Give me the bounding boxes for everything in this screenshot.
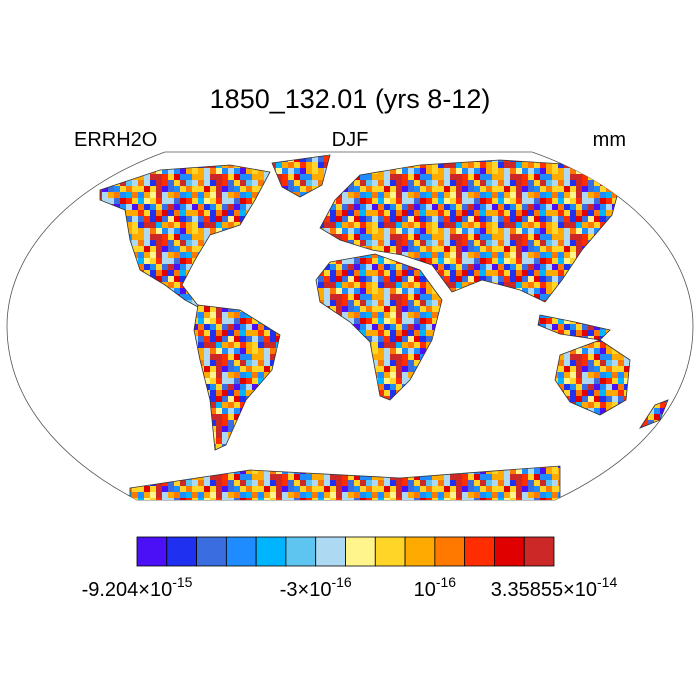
colorbar-box — [255, 536, 287, 567]
right-label: mm — [593, 129, 626, 151]
label-exponent: -16 — [331, 574, 351, 590]
label-exponent: -14 — [597, 574, 617, 590]
colorbar-box — [196, 536, 227, 567]
colorbar-box — [285, 536, 317, 567]
title: 1850_132.01 (yrs 8-12) — [210, 84, 491, 114]
label-base: 10 — [414, 579, 436, 601]
center-label: DJF — [332, 129, 369, 151]
colorbar-box — [166, 536, 197, 567]
colorbar-box — [136, 536, 168, 567]
label-exponent: -15 — [172, 574, 192, 590]
label-exponent: -16 — [436, 574, 456, 590]
colorbar-label: 3.35855×10-14 — [491, 574, 618, 601]
colorbar-box — [404, 536, 436, 567]
land — [99, 154, 669, 500]
colorbar-box — [345, 536, 376, 567]
left-label: ERRH2O — [74, 129, 157, 151]
australia — [554, 339, 631, 416]
colorbar-label: 10-16 — [414, 574, 457, 601]
colorbar-label: -3×10-16 — [280, 574, 352, 601]
new-zealand — [638, 399, 669, 429]
colorbar-label: -9.204×10-15 — [82, 574, 193, 601]
greenland — [271, 154, 331, 198]
label-base: 3.35855×10 — [491, 579, 597, 601]
colorbar-box — [434, 536, 466, 567]
colorbar-box — [225, 536, 257, 567]
colorbar-box — [374, 536, 406, 567]
north-america — [99, 164, 271, 309]
label-base: -9.204×10 — [82, 579, 173, 601]
south-america — [193, 304, 281, 451]
eurasia — [319, 159, 621, 303]
antarctica — [129, 465, 561, 500]
colorbar-box — [494, 536, 525, 567]
label-base: -3×10 — [280, 579, 332, 601]
africa — [315, 253, 443, 401]
colorbar-box — [523, 536, 555, 567]
colorbar-box — [315, 536, 346, 567]
colorbar: -9.204×10-15 -3×10-16 10-16 3.35855×10-14 — [82, 536, 618, 601]
colorbar-box — [464, 536, 495, 567]
